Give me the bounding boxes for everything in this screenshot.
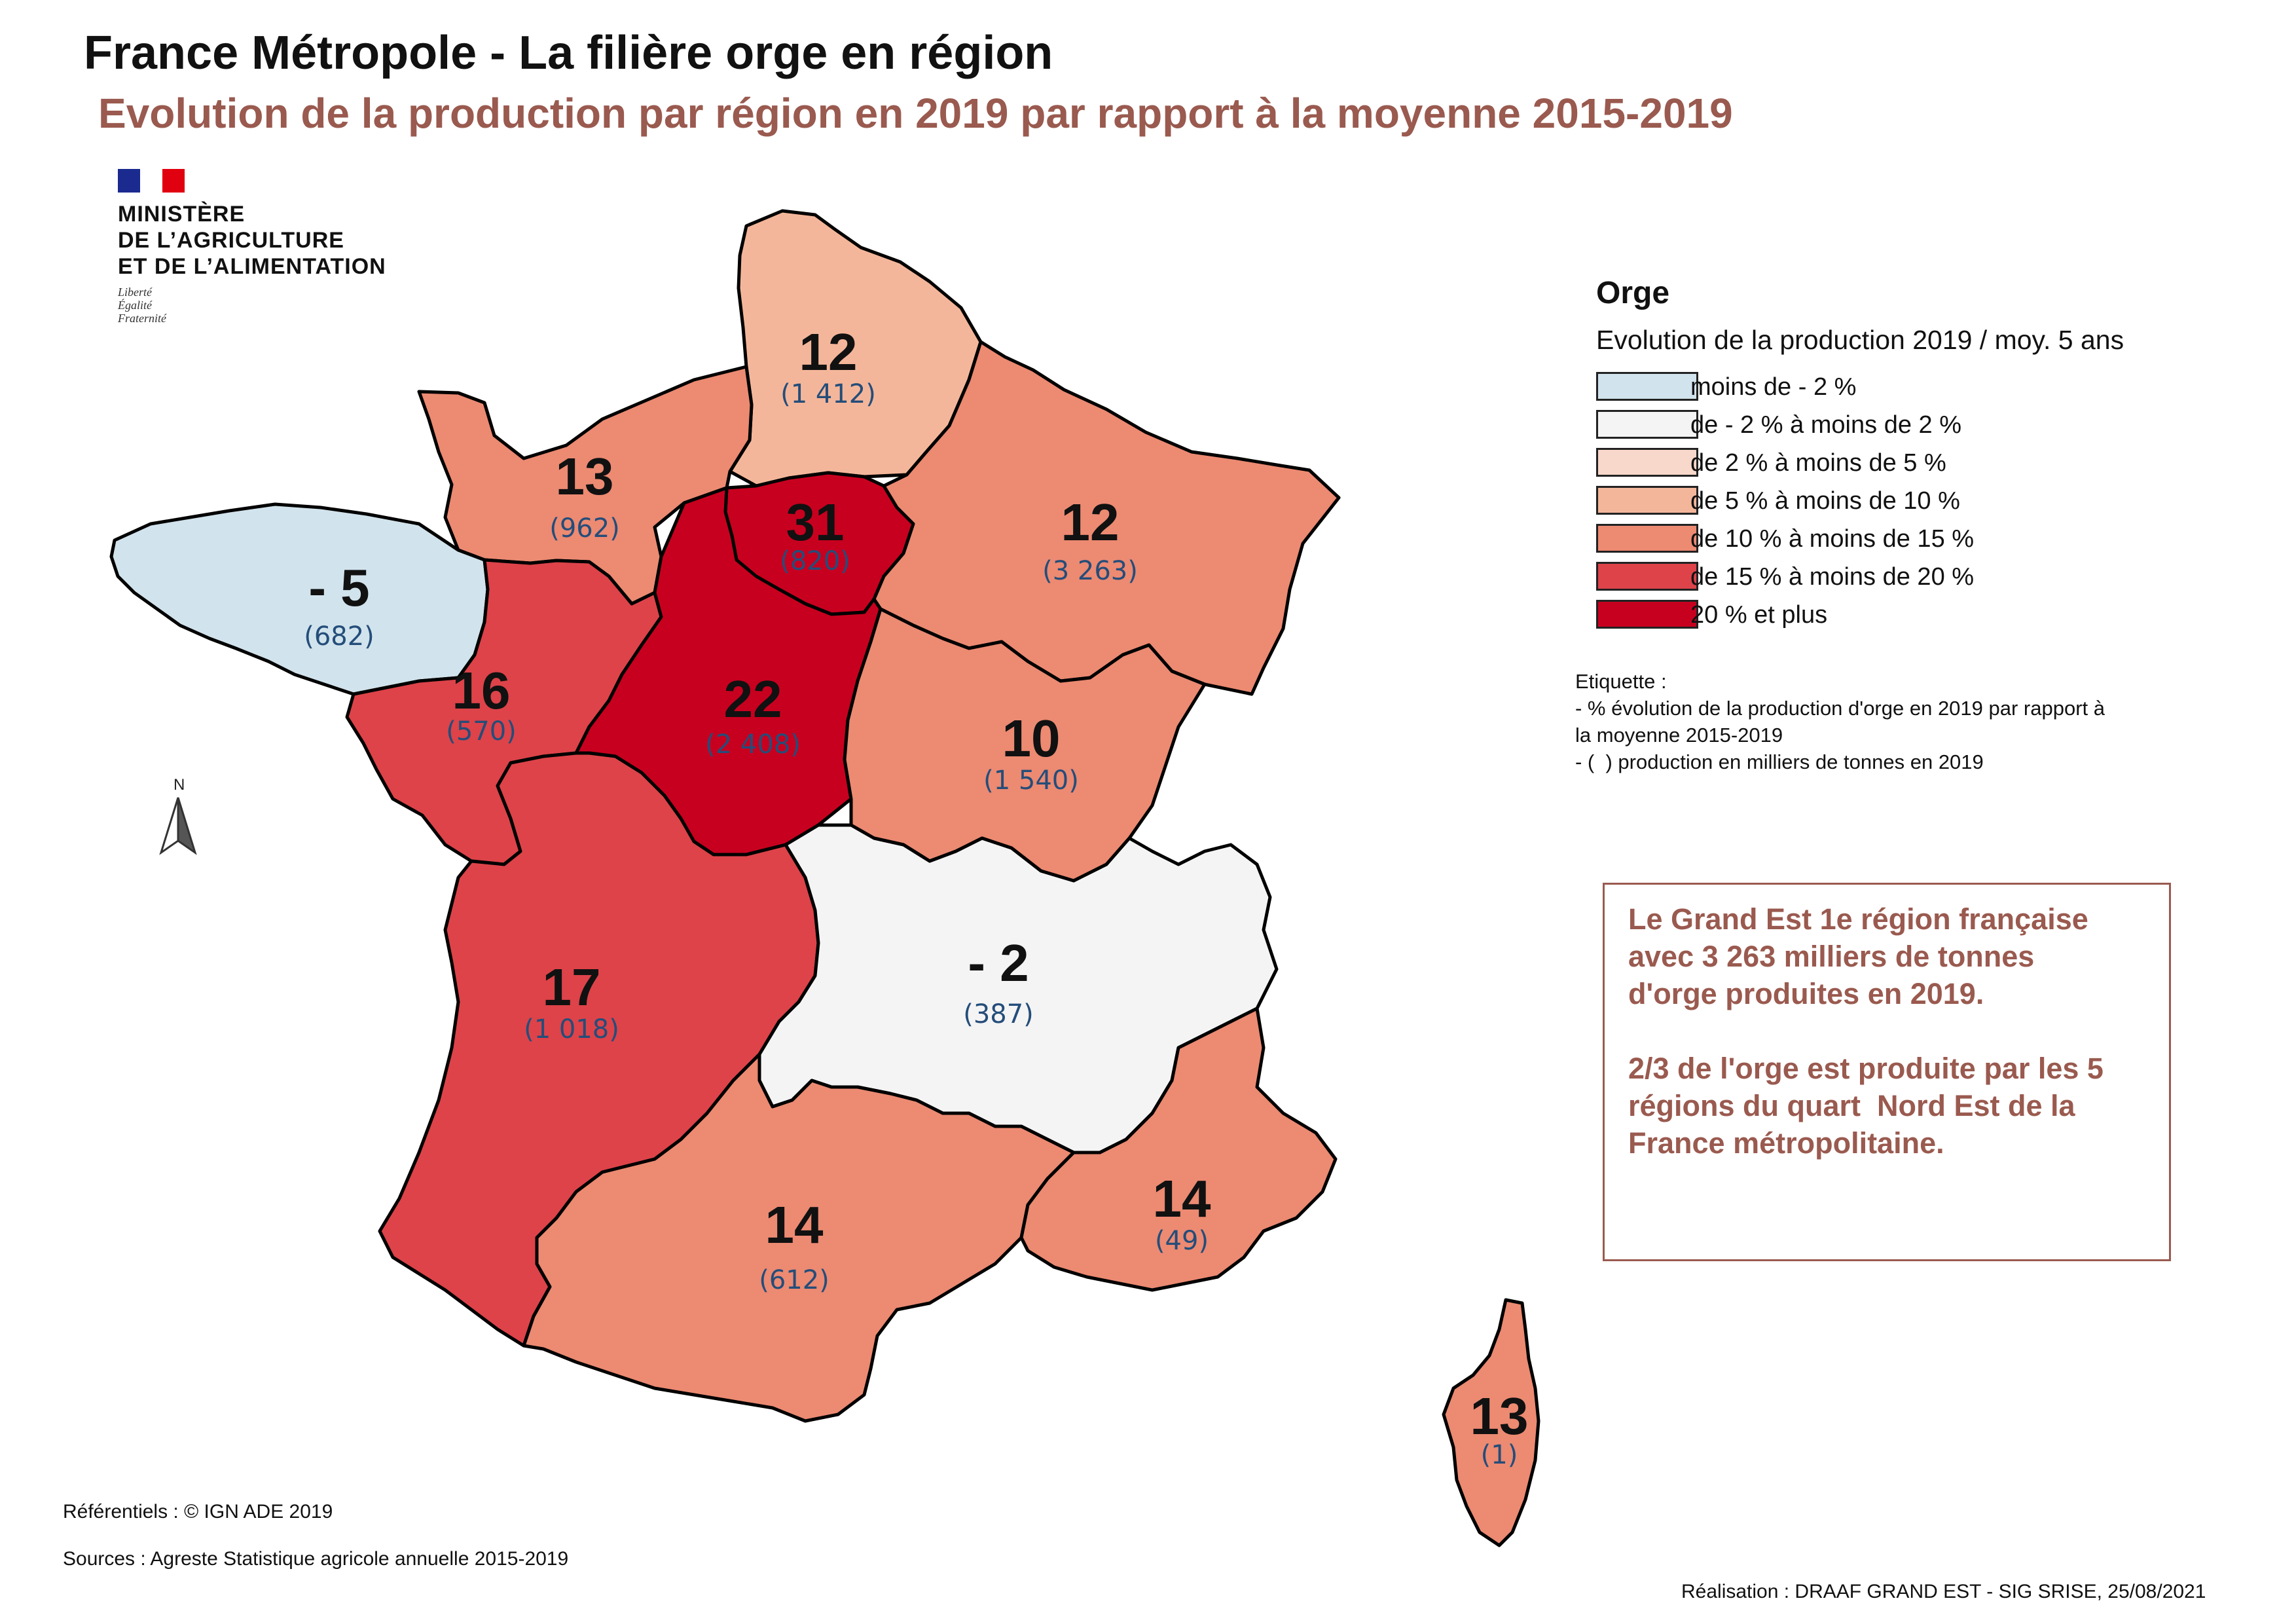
legend-title: Orge [1596, 276, 1670, 310]
footer-realisation: Réalisation : DRAAF GRAND EST - SIG SRIS… [1681, 1581, 2206, 1602]
logo-motto-2: Égalité [118, 299, 152, 312]
region-labels-layer: 12 (1 412) 13 (962) 31 (820) 12 (3 263) … [304, 323, 1528, 1470]
legend-label: de 5 % à moins de 10 % [1690, 487, 1960, 515]
north-arrow-icon: N [159, 776, 197, 855]
label-pct-pays-de-la-loire: 16 [452, 661, 511, 720]
label-prod-bourgogne-franche-comte: (1 540) [983, 766, 1079, 796]
region-centre-val-de-loire[interactable] [574, 486, 883, 857]
label-prod-auvergne-rhone-alpes: (387) [963, 999, 1034, 1029]
note-paragraph-1: Le Grand Est 1e région française avec 3 … [1628, 902, 2088, 1010]
north-label: N [173, 776, 185, 794]
label-pct-ile-de-france: 31 [786, 493, 845, 551]
label-pct-bourgogne-franche-comte: 10 [1002, 709, 1061, 767]
logo-line-3: ET DE L’ALIMENTATION [118, 254, 386, 279]
regions-layer [109, 209, 1540, 1547]
label-prod-occitanie: (612) [759, 1265, 829, 1295]
logo-motto-1: Liberté [118, 286, 152, 299]
region-corse[interactable] [1442, 1298, 1540, 1547]
label-pct-corse: 13 [1470, 1387, 1529, 1445]
label-prod-ile-de-france: (820) [780, 546, 850, 576]
label-pct-normandie: 13 [556, 447, 614, 506]
label-pct-auvergne-rhone-alpes: - 2 [968, 934, 1029, 992]
label-pct-hauts-de-france: 12 [799, 323, 858, 381]
label-prod-hauts-de-france: (1 412) [780, 379, 876, 409]
legend-label: de 15 % à moins de 20 % [1690, 563, 1975, 591]
label-pct-nouvelle-aquitaine: 17 [543, 958, 601, 1016]
label-prod-pays-de-la-loire: (570) [446, 716, 517, 747]
label-pct-bretagne: - 5 [308, 559, 369, 617]
logo-line-2: DE L’AGRICULTURE [118, 228, 344, 253]
label-prod-normandie: (962) [549, 513, 620, 544]
label-pct-occitanie: 14 [765, 1196, 824, 1254]
logo-line-1: MINISTÈRE [118, 202, 246, 227]
ministry-logo: MINISTÈRE DE L’AGRICULTURE ET DE L’ALIME… [98, 156, 426, 352]
label-prod-centre-val-de-loire: (2 408) [705, 729, 801, 760]
region-provence-alpes-cote-d-azur[interactable] [1019, 1006, 1338, 1292]
legend-swatch [1596, 486, 1698, 515]
legend-label: moins de - 2 % [1690, 373, 1857, 401]
page-subtitle: Evolution de la production par région en… [98, 90, 1733, 137]
label-prod-nouvelle-aquitaine: (1 018) [524, 1014, 619, 1044]
logo-motto-3: Fraternité [118, 312, 166, 325]
page-title: France Métropole - La filière orge en ré… [84, 27, 1053, 79]
label-prod-bretagne: (682) [304, 621, 374, 652]
legend-swatch [1596, 600, 1698, 629]
label-prod-paca: (49) [1155, 1226, 1209, 1256]
legend-subtitle: Evolution de la production 2019 / moy. 5… [1596, 325, 2124, 355]
footer-references: Référentiels : © IGN ADE 2019 [63, 1501, 333, 1522]
label-pct-grand-est: 12 [1061, 493, 1120, 551]
legend-label: 20 % et plus [1690, 601, 1828, 629]
legend-etiquette: Etiquette : - % évolution de la producti… [1575, 670, 2105, 773]
footer-sources: Sources : Agreste Statistique agricole a… [63, 1548, 569, 1570]
legend-swatch [1596, 562, 1698, 591]
legend-label: de 2 % à moins de 5 % [1690, 449, 1946, 477]
legend-label: de - 2 % à moins de 2 % [1690, 411, 1961, 439]
label-prod-corse: (1) [1481, 1440, 1518, 1470]
note-paragraph-2: 2/3 de l'orge est produite par les 5 rég… [1628, 1052, 2104, 1160]
legend-label: de 10 % à moins de 15 % [1690, 525, 1975, 553]
french-flag-icon [118, 169, 185, 193]
region-bretagne[interactable] [109, 502, 490, 696]
label-prod-grand-est: (3 263) [1042, 556, 1138, 586]
legend-swatch [1596, 448, 1698, 477]
note-box: Le Grand Est 1e région française avec 3 … [1603, 883, 2171, 1261]
label-pct-paca: 14 [1153, 1170, 1211, 1228]
region-normandie[interactable] [417, 365, 754, 606]
legend-swatch [1596, 524, 1698, 553]
label-pct-centre-val-de-loire: 22 [724, 670, 782, 728]
legend-swatch [1596, 372, 1698, 401]
legend-swatch [1596, 410, 1698, 439]
